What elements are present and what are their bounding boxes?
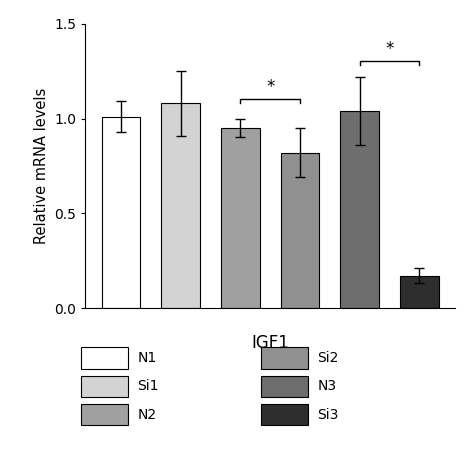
Text: N1: N1 bbox=[137, 351, 157, 365]
Text: Si1: Si1 bbox=[137, 379, 159, 393]
Bar bbox=[102, 117, 140, 308]
Text: Si2: Si2 bbox=[318, 351, 339, 365]
Bar bbox=[400, 276, 438, 308]
Bar bbox=[281, 153, 319, 308]
Y-axis label: Relative mRNA levels: Relative mRNA levels bbox=[34, 88, 49, 244]
Text: N2: N2 bbox=[137, 408, 156, 422]
Text: N3: N3 bbox=[318, 379, 337, 393]
Bar bbox=[221, 128, 260, 308]
Bar bbox=[340, 111, 379, 308]
Bar bbox=[161, 103, 200, 308]
Text: *: * bbox=[266, 78, 274, 96]
Text: IGF1: IGF1 bbox=[251, 334, 289, 352]
Text: Si3: Si3 bbox=[318, 408, 339, 422]
Text: *: * bbox=[385, 40, 393, 58]
